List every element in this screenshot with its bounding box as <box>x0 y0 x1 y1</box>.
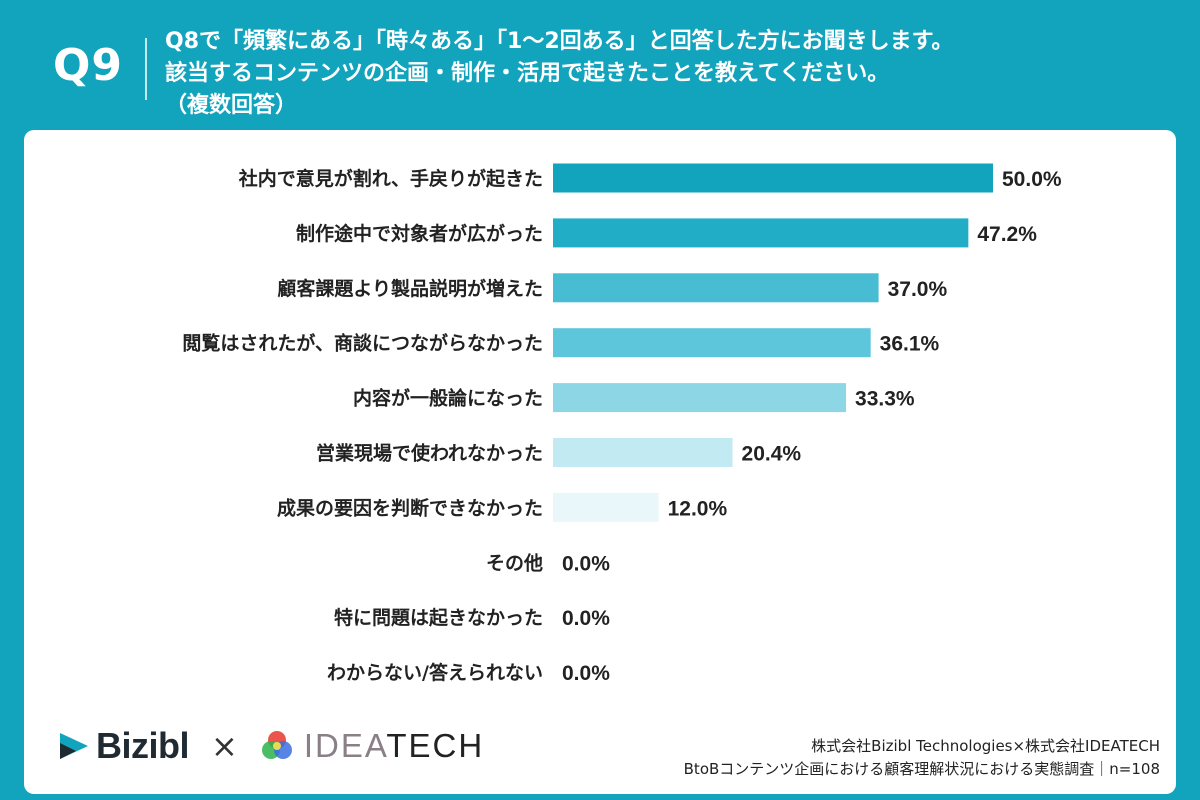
category-label: その他 <box>486 551 543 574</box>
category-label: 制作途中で対象者が広がった <box>296 222 543 245</box>
bar <box>553 328 871 358</box>
value-label: 12.0% <box>668 497 728 520</box>
question-divider <box>145 38 147 100</box>
credit-line-2: BtoBコンテンツ企画における顧客理解状況における実態調査｜n=108 <box>683 760 1160 778</box>
category-label: 成果の要因を判断できなかった <box>277 496 543 519</box>
value-label: 36.1% <box>880 333 940 356</box>
value-label: 37.0% <box>888 278 948 301</box>
header: Q9 Q8で「頻繁にある」「時々ある」「1〜2回ある」と回答した方にお聞きします… <box>0 0 1200 130</box>
credit-line-1: 株式会社Bizibl Technologies×株式会社IDEATECH <box>811 737 1160 755</box>
value-label: 47.2% <box>977 223 1037 246</box>
value-label: 0.0% <box>562 552 610 575</box>
times-sign: × <box>211 727 238 765</box>
question-line-1: Q8で「頻繁にある」「時々ある」「1〜2回ある」と回答した方にお聞きします。 <box>165 29 954 54</box>
question-number: Q9 <box>52 40 124 91</box>
ideatech-logo-light: IDEA <box>303 727 387 764</box>
bar <box>553 383 847 413</box>
category-label: 社内で意見が割れ、手戻りが起きた <box>238 167 543 190</box>
category-label: 特に問題は起きなかった <box>334 607 543 629</box>
question-line-2: 該当するコンテンツの企画・制作・活用で起きたことを教えてください。 <box>165 61 890 86</box>
ideatech-logo-dark: TECH <box>386 727 485 764</box>
question-line-3: （複数回答） <box>165 93 298 118</box>
value-label: 33.3% <box>855 388 915 411</box>
bar <box>553 492 659 522</box>
ideatech-logo-icon <box>261 731 292 759</box>
bar <box>553 218 969 248</box>
value-label: 20.4% <box>742 443 802 466</box>
bizibl-logo-text: Bizibl <box>96 725 190 766</box>
value-label: 50.0% <box>1002 168 1062 191</box>
survey-credit: 株式会社Bizibl Technologies×株式会社IDEATECH Bto… <box>684 735 1160 781</box>
bar <box>553 273 879 303</box>
ideatech-logo-text: IDEATECH <box>304 727 484 765</box>
bar <box>553 438 733 467</box>
category-label: 営業現場で使われなかった <box>316 442 543 465</box>
category-label: 顧客課題より製品説明が増えた <box>277 277 543 300</box>
bizibl-logo-icon <box>60 733 88 759</box>
category-label: 閲覧はされたが、商談につながらなかった <box>182 332 543 355</box>
value-label: 0.0% <box>562 607 610 630</box>
question-text: Q8で「頻繁にある」「時々ある」「1〜2回ある」と回答した方にお聞きします。 該… <box>165 26 1175 122</box>
bar <box>553 163 993 193</box>
category-label: わからない/答えられない <box>327 661 543 684</box>
value-label: 0.0% <box>562 662 610 685</box>
footer-logos: Bizibl × IDEATECH <box>58 722 484 770</box>
category-label: 内容が一般論になった <box>353 387 543 410</box>
